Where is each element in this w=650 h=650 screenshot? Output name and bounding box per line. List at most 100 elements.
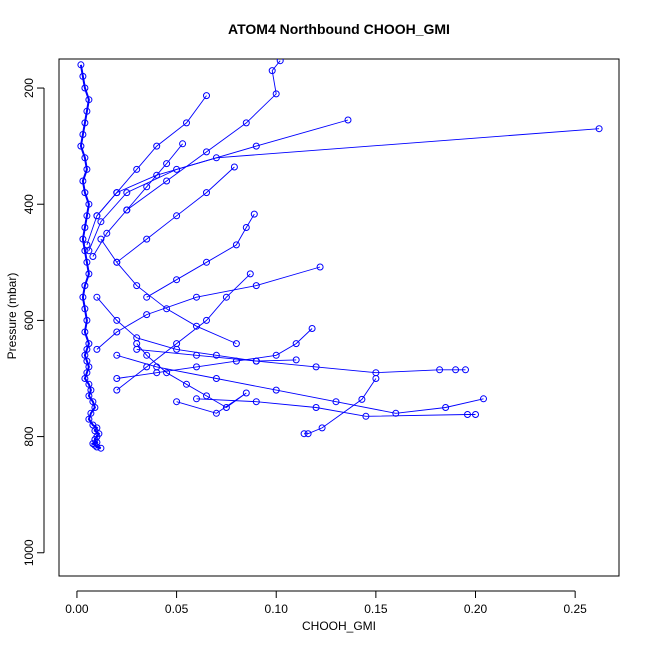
- data-point: [472, 411, 479, 418]
- x-tick-label: 0.25: [563, 602, 587, 616]
- data-point: [89, 253, 97, 260]
- data-point: [83, 107, 91, 115]
- data-point: [250, 210, 258, 218]
- data-point: [77, 61, 85, 69]
- data-point: [163, 160, 171, 168]
- data-point: [462, 366, 469, 374]
- data-point: [203, 189, 210, 197]
- data-point: [153, 369, 161, 377]
- series-line: [304, 378, 377, 435]
- data-point: [133, 165, 141, 173]
- x-tick-label: 0.20: [464, 602, 488, 616]
- data-point: [83, 212, 91, 220]
- data-point: [123, 189, 131, 197]
- data-point: [83, 258, 91, 266]
- data-point: [242, 224, 250, 231]
- data-point: [332, 398, 340, 406]
- data-point: [143, 235, 151, 243]
- series-layer: [77, 59, 603, 452]
- data-point: [83, 316, 91, 324]
- data-point: [252, 357, 260, 365]
- series-line: [88, 119, 349, 251]
- data-point: [183, 380, 190, 388]
- data-point: [308, 325, 316, 332]
- data-point: [85, 415, 93, 423]
- data-point: [230, 163, 238, 171]
- x-axis-label: CHOOH_GMI: [302, 619, 376, 633]
- x-tick-label: 0.00: [65, 602, 89, 616]
- data-point: [252, 398, 260, 406]
- data-point: [193, 395, 200, 403]
- data-point: [173, 165, 181, 173]
- x-axis: 0.00 0.05 0.10 0.15 0.20 0.25: [65, 590, 587, 616]
- data-point: [232, 340, 240, 348]
- data-point: [193, 322, 200, 330]
- series-line: [79, 64, 102, 450]
- data-point: [79, 293, 87, 301]
- data-point: [143, 311, 151, 319]
- data-point: [87, 409, 95, 417]
- data-point: [232, 241, 240, 249]
- data-point: [81, 328, 89, 336]
- data-point: [344, 116, 352, 124]
- data-point: [193, 363, 200, 371]
- data-point: [316, 263, 324, 271]
- data-point: [203, 148, 210, 156]
- data-point: [113, 316, 121, 324]
- x-tick-label: 0.10: [265, 602, 289, 616]
- data-point: [203, 392, 210, 400]
- series-line: [116, 328, 313, 379]
- data-point: [252, 282, 260, 290]
- y-tick-label: 400: [22, 194, 36, 214]
- data-point: [79, 131, 87, 138]
- series-line: [96, 266, 321, 350]
- data-point: [163, 177, 171, 185]
- data-point: [268, 67, 276, 75]
- series-line: [96, 95, 207, 217]
- series-line: [100, 238, 237, 345]
- data-point: [193, 293, 200, 301]
- data-point: [81, 305, 89, 313]
- data-point: [312, 363, 320, 371]
- data-point: [203, 92, 210, 100]
- data-point: [304, 430, 312, 438]
- data-point: [85, 270, 93, 278]
- data-point: [143, 363, 151, 371]
- data-point: [358, 395, 366, 403]
- data-point: [595, 125, 603, 133]
- data-point: [179, 140, 187, 148]
- data-point: [464, 411, 471, 418]
- data-point: [93, 212, 101, 220]
- data-point: [222, 293, 230, 301]
- data-point: [85, 392, 93, 400]
- data-point: [93, 293, 101, 301]
- y-tick-label: 800: [22, 426, 36, 446]
- plot-frame: [58, 58, 620, 577]
- data-point: [77, 142, 85, 150]
- data-point: [85, 247, 93, 255]
- data-point: [81, 189, 89, 197]
- x-tick-label: 0.05: [165, 602, 189, 616]
- data-point: [153, 142, 161, 150]
- data-point: [83, 345, 91, 353]
- data-point: [222, 404, 230, 411]
- data-point: [81, 224, 89, 231]
- data-point: [81, 282, 89, 290]
- series-line: [86, 128, 600, 246]
- series-line: [136, 343, 247, 414]
- data-point: [292, 340, 300, 348]
- data-point: [362, 412, 370, 420]
- data-point: [81, 84, 89, 92]
- data-point: [113, 189, 121, 197]
- data-point: [143, 183, 151, 191]
- series-line: [96, 296, 297, 362]
- series-line: [116, 166, 235, 263]
- data-point: [318, 424, 326, 432]
- data-point: [452, 366, 460, 374]
- data-point: [392, 409, 400, 417]
- data-point: [480, 395, 487, 403]
- data-point: [212, 375, 220, 382]
- data-point: [113, 328, 121, 336]
- data-point: [203, 316, 210, 324]
